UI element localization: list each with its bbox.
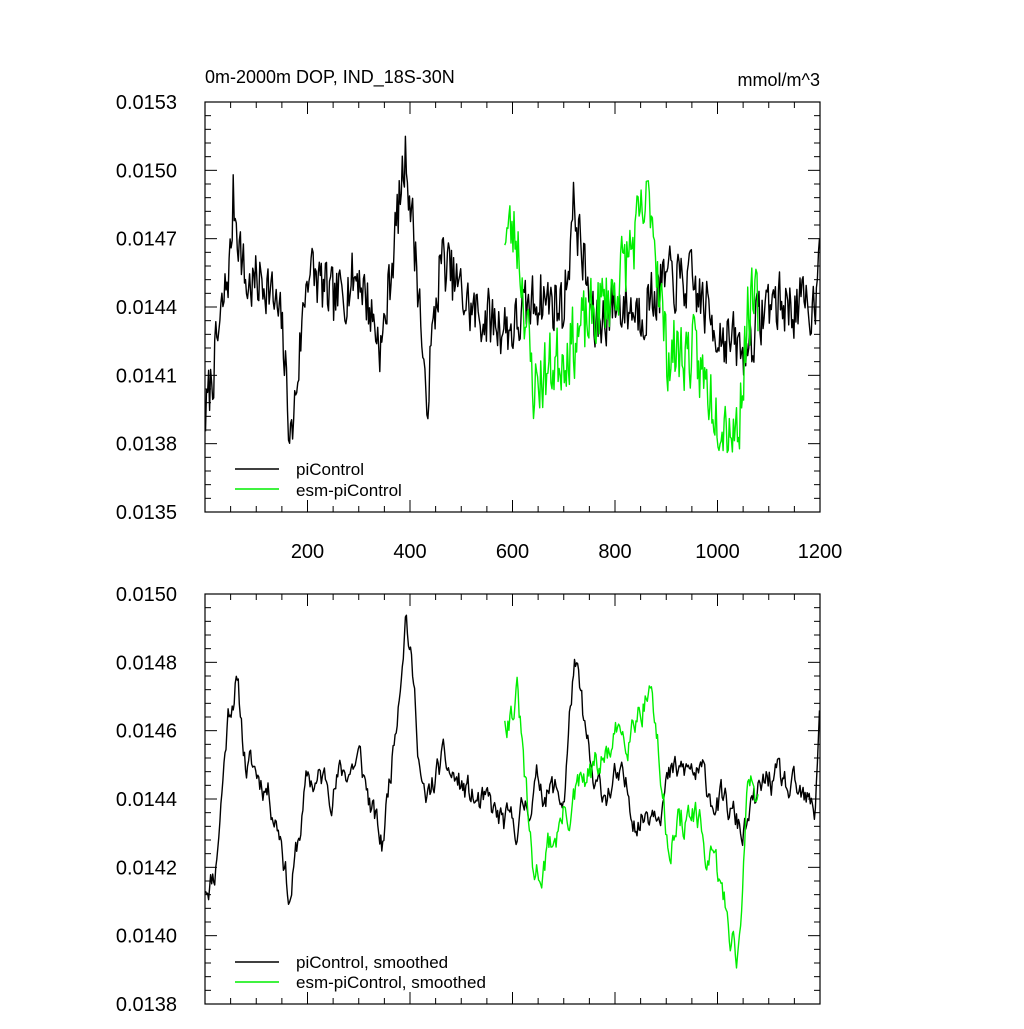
- y-tick-label: 0.0141: [116, 365, 177, 387]
- y-tick-label: 0.0144: [116, 789, 177, 811]
- x-tick-label: 200: [291, 541, 324, 563]
- legend-label-esm-picontrol-smoothed: esm-piControl, smoothed: [296, 973, 486, 992]
- chart-title: 0m-2000m DOP, IND_18S-30N: [205, 67, 455, 88]
- y-tick-label: 0.0138: [116, 434, 177, 456]
- x-tick-label: 1000: [695, 541, 740, 563]
- legend-label-picontrol: piControl: [296, 460, 364, 479]
- bottom-legend: piControl, smoothed esm-piControl, smoot…: [235, 953, 486, 992]
- x-tick-label: 400: [393, 541, 426, 563]
- top-series-group: [204, 135, 821, 454]
- x-tick-label: 600: [496, 541, 529, 563]
- series-line-picontrol: [204, 135, 821, 444]
- y-tick-label: 0.0148: [116, 652, 177, 674]
- bottom-ticks: 0.0138 0.0140 0.0142 0.0144 0.0146 0.0148 0.01…: [116, 584, 821, 1016]
- y-tick-label: 0.0146: [116, 721, 177, 743]
- series-line-picontrol-smoothed: [204, 614, 821, 905]
- bottom-series-group: [204, 614, 821, 969]
- bottom-panel: 0.0138 0.0140 0.0142 0.0144 0.0146 0.0148 0.01…: [116, 584, 821, 1016]
- series-line-esm-picontrol: [504, 180, 759, 454]
- units-label: mmol/m^3: [738, 70, 820, 90]
- legend-label-picontrol-smoothed: piControl, smoothed: [296, 953, 448, 972]
- y-tick-label: 0.0142: [116, 857, 177, 879]
- top-panel: 0m-2000m DOP, IND_18S-30N mmol/m^3 200 40…: [116, 67, 842, 563]
- y-tick-label: 0.0135: [116, 502, 177, 524]
- y-tick-label: 0.0138: [116, 994, 177, 1016]
- y-tick-label: 0.0147: [116, 229, 177, 251]
- y-tick-label: 0.0140: [116, 926, 177, 948]
- x-tick-label: 800: [598, 541, 631, 563]
- y-tick-label: 0.0150: [116, 160, 177, 182]
- bottom-plot-frame: [204, 593, 821, 1005]
- top-ticks: 200 400 600 800 1000 1200 0.0135 0.0138 0.0141 0.…: [116, 92, 842, 563]
- y-tick-label: 0.0150: [116, 584, 177, 606]
- top-legend: piControl esm-piControl: [235, 460, 402, 500]
- legend-label-esm-picontrol: esm-piControl: [296, 481, 402, 500]
- series-line-esm-picontrol-smoothed: [504, 676, 759, 969]
- y-tick-label: 0.0153: [116, 92, 177, 114]
- y-tick-label: 0.0144: [116, 297, 177, 319]
- x-tick-label: 1200: [798, 541, 843, 563]
